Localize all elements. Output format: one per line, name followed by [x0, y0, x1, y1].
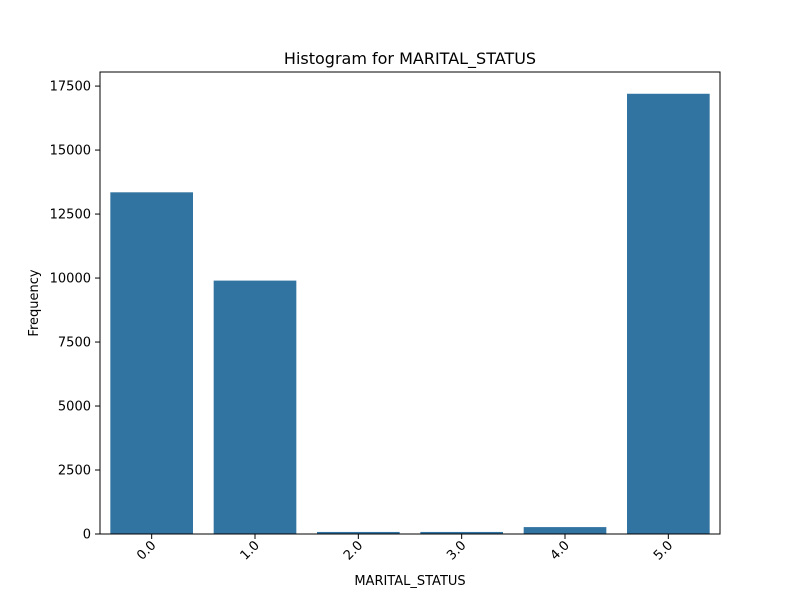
- y-tick-label: 17500: [50, 80, 91, 95]
- plot-frame: [99, 71, 721, 535]
- y-tick-label: 10000: [50, 272, 91, 287]
- x-axis-label: MARITAL_STATUS: [354, 574, 465, 589]
- y-axis-label: Frequency: [27, 269, 42, 336]
- bar-0.0: [110, 192, 193, 535]
- y-tick-label: 5000: [58, 400, 91, 415]
- bars-group: [110, 93, 710, 535]
- y-ticks-group: 0 2500 5000 7500 10000 12500 15000 17500: [50, 80, 100, 543]
- y-tick-label: 2500: [58, 464, 91, 479]
- bar-4.0: [523, 527, 607, 534]
- y-tick-label: 12500: [50, 208, 91, 223]
- bar-1.0: [213, 280, 297, 534]
- chart-title: Histogram for MARITAL_STATUS: [284, 49, 536, 69]
- bar-3.0: [420, 531, 503, 534]
- bar-2.0: [317, 531, 400, 534]
- y-tick-label: 15000: [50, 144, 91, 159]
- y-tick-label: 7500: [58, 336, 91, 351]
- bar-5.0: [627, 93, 710, 534]
- y-tick-label: 0: [83, 528, 91, 543]
